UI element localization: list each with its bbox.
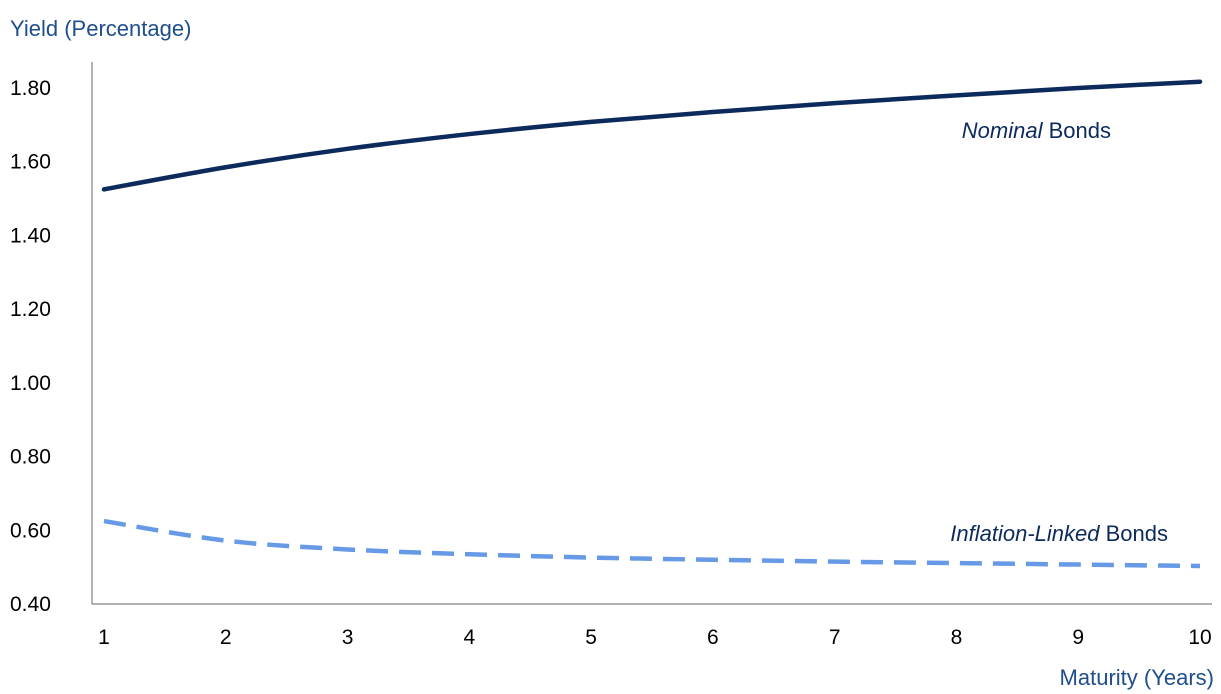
axes — [91, 62, 1212, 605]
series-line-nominal — [101, 79, 1203, 192]
x-tick-label: 1 — [98, 626, 110, 649]
y-tick-label: 0.80 — [10, 446, 51, 469]
x-tick-label: 9 — [1072, 626, 1084, 649]
y-tick-label: 1.40 — [10, 224, 51, 247]
x-axis-title: Maturity (Years) — [1060, 665, 1214, 690]
series-label-inflation-linked-emphasis: Inflation-Linked — [950, 521, 1100, 546]
x-tick-label: 6 — [707, 626, 719, 649]
x-tick-label: 4 — [463, 626, 475, 649]
series-label-inflation-linked-rest: Bonds — [1100, 521, 1169, 546]
x-tick-label: 10 — [1188, 626, 1211, 649]
series-label-inflation-linked: Inflation-Linked Bonds — [950, 521, 1168, 546]
series-label-nominal-emphasis: Nominal — [962, 118, 1044, 143]
series-lines — [101, 79, 1203, 569]
y-tick-labels: 0.40 0.60 0.80 1.00 1.20 1.40 1.60 1.80 — [10, 77, 51, 616]
y-tick-label: 0.60 — [10, 519, 51, 542]
series-labels: Nominal Bonds Inflation-Linked Bonds — [950, 118, 1168, 546]
y-tick-label: 1.60 — [10, 151, 51, 174]
x-tick-label: 7 — [829, 626, 841, 649]
series-line-inflation-linked — [103, 518, 1201, 569]
x-tick-label: 3 — [342, 626, 354, 649]
y-tick-label: 1.80 — [10, 77, 51, 100]
y-axis-title: Yield (Percentage) — [10, 16, 191, 41]
y-tick-label: 1.20 — [10, 298, 51, 321]
x-tick-label: 2 — [220, 626, 232, 649]
y-tick-label: 0.40 — [10, 593, 51, 616]
y-tick-label: 1.00 — [10, 372, 51, 395]
series-label-nominal: Nominal Bonds — [962, 118, 1111, 143]
x-tick-label: 8 — [951, 626, 963, 649]
x-tick-label: 5 — [585, 626, 597, 649]
series-label-nominal-rest: Bonds — [1043, 118, 1112, 143]
x-tick-labels: 1 2 3 4 5 6 7 8 9 10 — [98, 626, 1212, 649]
